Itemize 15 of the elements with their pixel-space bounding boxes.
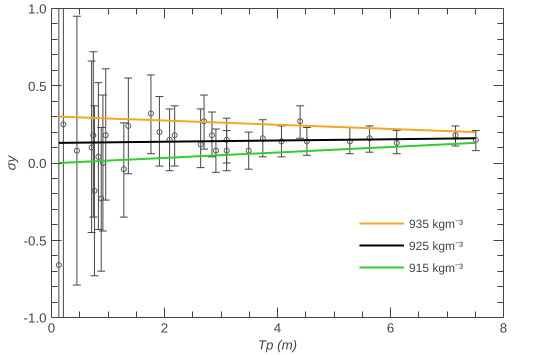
- x-tick-label: 6: [386, 320, 394, 336]
- x-tick-label: 4: [274, 320, 282, 336]
- legend-label: 925 kgm⁻³: [408, 238, 463, 254]
- x-tick-label: 8: [500, 320, 508, 336]
- x-tick-label: 2: [160, 320, 168, 336]
- y-tick-label: -1.0: [24, 310, 46, 326]
- x-axis-title: Tp (m): [258, 338, 298, 352]
- x-tick-label: 0: [48, 320, 56, 336]
- y-tick-label: -0.5: [24, 233, 46, 248]
- legend-label: 935 kgm⁻³: [408, 216, 463, 232]
- y-tick-label: 1.0: [28, 2, 47, 16]
- y-axis-title: σy: [4, 154, 19, 170]
- legend-label: 915 kgm⁻³: [408, 260, 463, 276]
- y-tick-label: 0.0: [28, 156, 47, 171]
- y-tick-label: 0.5: [28, 78, 47, 94]
